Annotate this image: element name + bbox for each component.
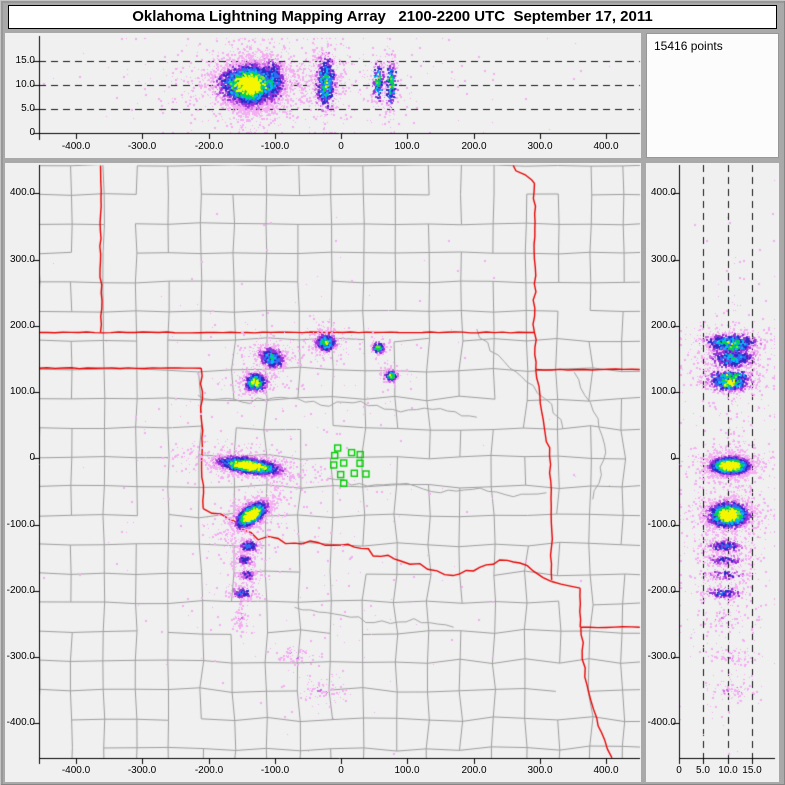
plan-view-panel: 400.0 300.0 200.0 100.0 0 -100.0 -200.0 -300.0 -…	[5, 163, 641, 782]
tick-label: -100.0	[647, 519, 676, 530]
tick-label: 400.0	[593, 765, 619, 776]
tick-label: 0	[29, 452, 35, 463]
window-title: Oklahoma Lightning Mapping Array 2100-22…	[8, 5, 777, 29]
tick-label: -400.0	[61, 765, 91, 776]
tick-label: -400.0	[61, 141, 91, 152]
tick-label: 5.0	[696, 765, 710, 776]
tick-label: 200.0	[9, 320, 35, 331]
tick-label: -100.0	[260, 141, 290, 152]
tick-label: 100.0	[9, 386, 35, 397]
tick-label: -200.0	[194, 765, 224, 776]
tick-label: 15.0	[742, 765, 762, 776]
tick-label: 0	[670, 452, 676, 463]
tick-label: -300.0	[6, 651, 35, 662]
tick-label: 400.0	[9, 187, 35, 198]
tick-label: 200.0	[461, 765, 487, 776]
tick-label: 100.0	[394, 765, 420, 776]
tick-label: 100.0	[394, 141, 420, 152]
tick-label: 200.0	[650, 320, 676, 331]
tick-label: -100.0	[6, 519, 35, 530]
tick-label: -200.0	[647, 585, 676, 596]
tick-label: 200.0	[461, 141, 487, 152]
plan-view-map[interactable]	[5, 163, 641, 782]
tick-label: 15.0	[15, 55, 35, 66]
altitude-vs-ew-plot[interactable]	[5, 33, 641, 158]
tick-label: -300.0	[647, 651, 676, 662]
tick-label: 0	[338, 765, 344, 776]
points-count-box: 15416 points	[646, 33, 779, 158]
tick-label: -100.0	[260, 765, 290, 776]
tick-label: 300.0	[527, 765, 553, 776]
tick-label: 5.0	[21, 103, 35, 114]
tick-label: 300.0	[9, 254, 35, 265]
altitude-vs-ew-panel: 15.0 10.0 5.0 0 -400.0 -300.0 -200.0 -100.0 0 100…	[5, 33, 641, 158]
tick-label: 300.0	[527, 141, 553, 152]
tick-label: -300.0	[127, 141, 157, 152]
tick-label: -300.0	[127, 765, 157, 776]
tick-label: 10.0	[718, 765, 738, 776]
tick-label: -400.0	[647, 717, 676, 728]
points-count-label: 15416 points	[654, 39, 723, 53]
altitude-vs-ns-plot[interactable]	[646, 163, 779, 782]
tick-label: 400.0	[650, 187, 676, 198]
tick-label: -200.0	[194, 141, 224, 152]
altitude-vs-ns-panel: 400.0 300.0 200.0 100.0 0 -100.0 -200.0 -300.0 -…	[646, 163, 779, 782]
tick-label: 0	[29, 127, 35, 138]
tick-label: 300.0	[650, 254, 676, 265]
tick-label: -400.0	[6, 717, 35, 728]
tick-label: 0	[338, 141, 344, 152]
tick-label: 10.0	[15, 79, 35, 90]
tick-label: 400.0	[593, 141, 619, 152]
tick-label: -200.0	[6, 585, 35, 596]
tick-label: 100.0	[650, 386, 676, 397]
tick-label: 0	[676, 765, 682, 776]
